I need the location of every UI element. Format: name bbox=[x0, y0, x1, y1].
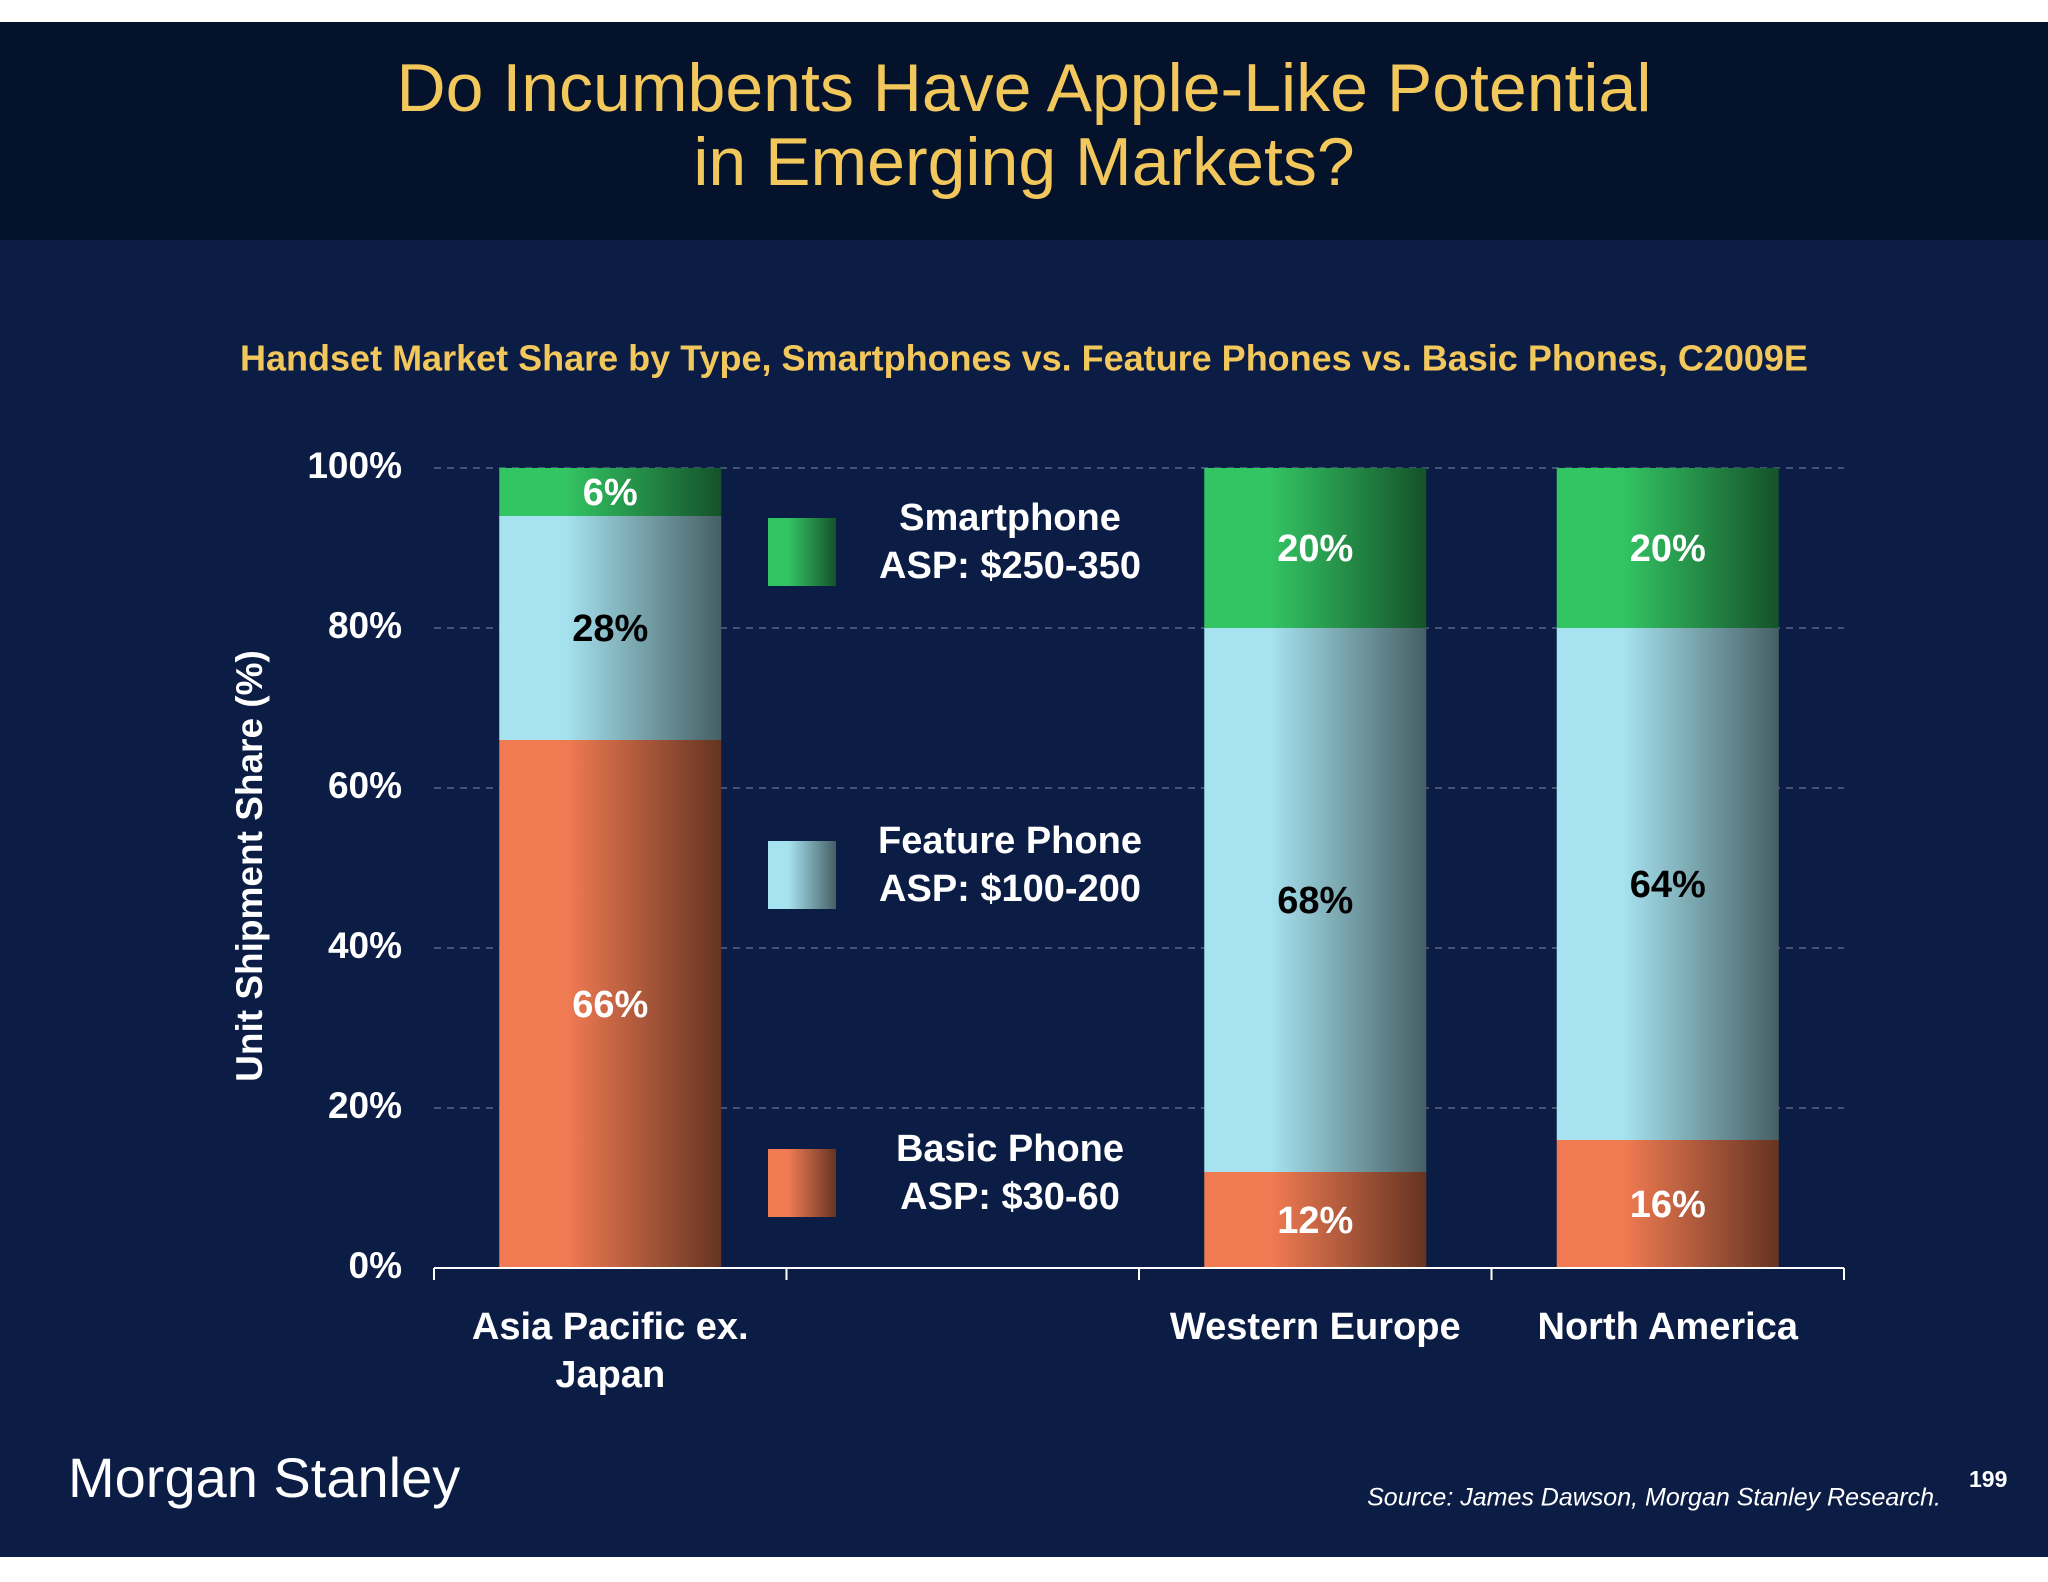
legend-asp: ASP: $30-60 bbox=[900, 1176, 1120, 1218]
value-label: 68% bbox=[1277, 880, 1353, 922]
page-number: 199 bbox=[1969, 1466, 2007, 1492]
legend-swatch bbox=[768, 1149, 836, 1217]
y-tick-label: 80% bbox=[328, 605, 402, 646]
value-label: 66% bbox=[572, 984, 648, 1026]
y-axis-label: Unit Shipment Share (%) bbox=[229, 650, 270, 1082]
legend-swatch bbox=[768, 518, 836, 586]
bar-segment bbox=[1556, 628, 1779, 1140]
legend-label: Smartphone bbox=[899, 497, 1121, 539]
x-tick-label: Western Europe bbox=[1169, 1306, 1461, 1348]
bar-segment bbox=[1556, 1140, 1779, 1268]
legend-asp: ASP: $100-200 bbox=[879, 868, 1141, 910]
value-label: 16% bbox=[1630, 1184, 1706, 1226]
header-band bbox=[0, 22, 2048, 240]
bar-segment bbox=[499, 516, 722, 740]
legend-swatch bbox=[768, 841, 836, 909]
value-label: 20% bbox=[1277, 528, 1353, 570]
subtitle: Handset Market Share by Type, Smartphone… bbox=[240, 338, 1808, 379]
y-tick-label: 60% bbox=[328, 765, 402, 806]
legend-label: Basic Phone bbox=[896, 1128, 1124, 1170]
legend-asp: ASP: $250-350 bbox=[879, 545, 1141, 587]
bar-segment bbox=[1556, 468, 1779, 628]
y-tick-label: 40% bbox=[328, 925, 402, 966]
y-tick-label: 20% bbox=[328, 1085, 402, 1126]
title: Do Incumbents Have Apple-Like Potential bbox=[397, 50, 1652, 126]
value-label: 20% bbox=[1630, 528, 1706, 570]
y-tick-label: 0% bbox=[349, 1245, 402, 1286]
bar-segment bbox=[1204, 1172, 1427, 1268]
value-label: 6% bbox=[583, 472, 638, 514]
value-label: 28% bbox=[572, 608, 648, 650]
bar-segment bbox=[499, 468, 722, 516]
x-tick-label: Asia Pacific ex. Japan bbox=[471, 1306, 749, 1396]
bar-segment bbox=[1204, 468, 1427, 628]
logo: Morgan Stanley bbox=[68, 1446, 460, 1509]
value-label: 12% bbox=[1277, 1200, 1353, 1242]
bar-segment bbox=[1204, 628, 1427, 1172]
bar-segment bbox=[499, 740, 722, 1268]
value-label: 64% bbox=[1630, 864, 1706, 906]
x-tick-label: North America bbox=[1537, 1306, 1798, 1348]
title: in Emerging Markets? bbox=[693, 124, 1354, 200]
legend-label: Feature Phone bbox=[878, 820, 1142, 862]
y-tick-label: 100% bbox=[307, 445, 402, 486]
source: Source: James Dawson, Morgan Stanley Res… bbox=[1367, 1484, 1941, 1512]
